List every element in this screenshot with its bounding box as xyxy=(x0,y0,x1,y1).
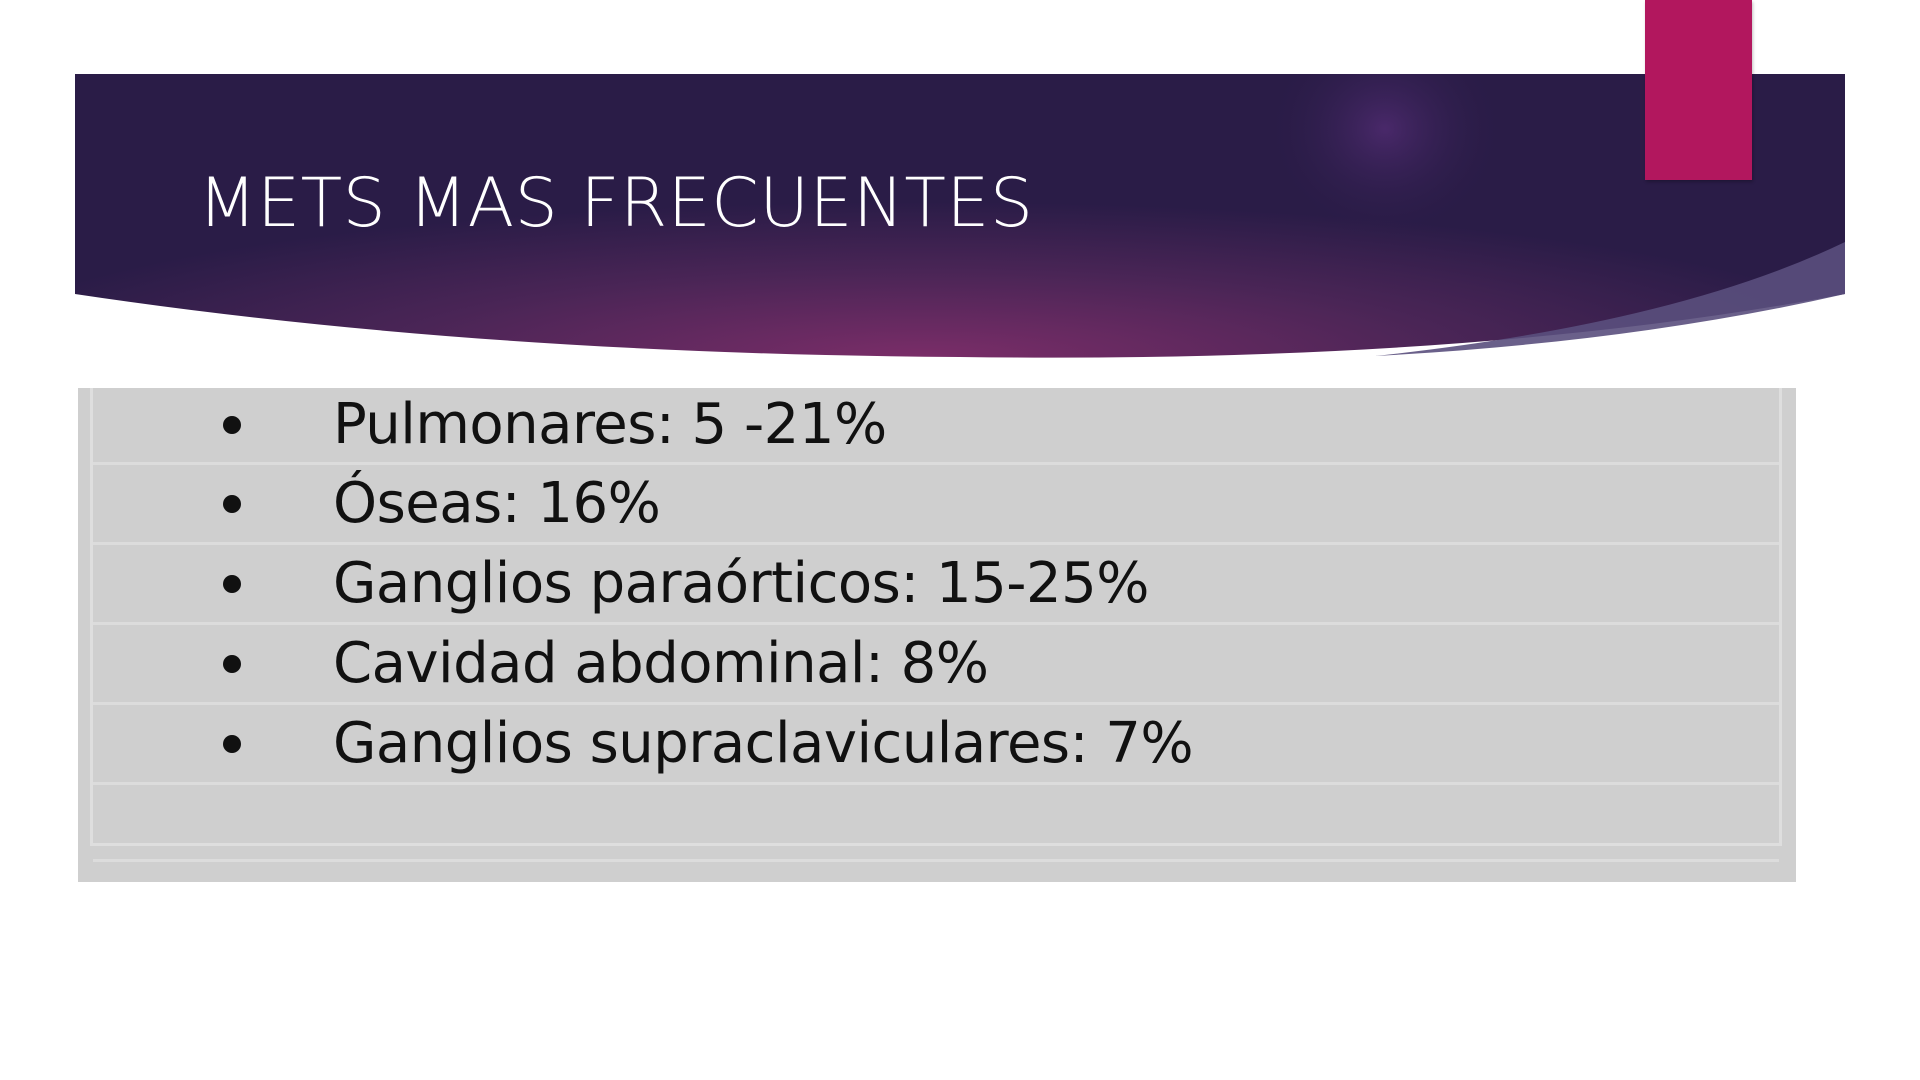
list-item-label: Pulmonares: 5 -21% xyxy=(333,392,887,457)
list-item: Pulmonares: 5 -21% xyxy=(93,388,1779,465)
list-item-label: Cavidad abdominal: 8% xyxy=(333,630,989,696)
bullet-icon xyxy=(223,574,241,593)
list-item: Cavidad abdominal: 8% xyxy=(93,625,1779,705)
list-item-label: Óseas: 16% xyxy=(333,470,661,536)
content-frame: Pulmonares: 5 -21% Óseas: 16% Ganglios p… xyxy=(90,388,1782,862)
list-item: Óseas: 16% xyxy=(93,465,1779,545)
bullet-icon xyxy=(223,494,241,513)
list-item-label: Ganglios paraórticos: 15-25% xyxy=(333,550,1149,616)
empty-row xyxy=(93,785,1779,862)
slide-title: METS MAS FRECUENTES xyxy=(198,164,1034,243)
list-item: Ganglios supraclaviculares: 7% xyxy=(93,705,1779,785)
list-item: Ganglios paraórticos: 15-25% xyxy=(93,545,1779,625)
title-banner-shape xyxy=(75,74,1845,358)
bullet-list: Pulmonares: 5 -21% Óseas: 16% Ganglios p… xyxy=(93,388,1779,862)
content-image: Pulmonares: 5 -21% Óseas: 16% Ganglios p… xyxy=(78,388,1796,882)
list-item-label: Ganglios supraclaviculares: 7% xyxy=(333,710,1194,776)
accent-tab xyxy=(1645,0,1752,180)
bullet-icon xyxy=(223,654,241,673)
title-banner xyxy=(75,74,1845,359)
bullet-icon xyxy=(223,416,241,434)
bullet-icon xyxy=(223,734,241,753)
